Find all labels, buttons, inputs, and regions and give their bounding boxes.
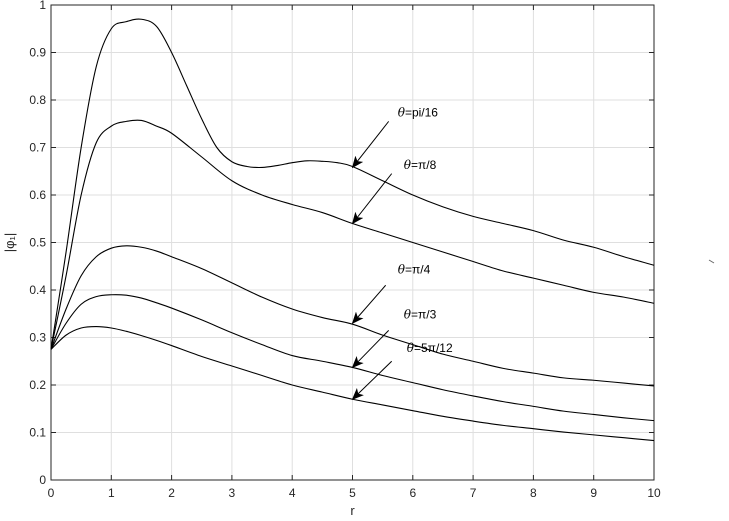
series-line-2 [50,119,655,350]
x-tick-label: 4 [289,486,296,500]
x-tick-label: 9 [590,486,597,500]
annotation-value: =π/4 [405,262,431,276]
annotation-theta: θ [404,158,412,172]
y-tick-label: 0.5 [29,236,46,250]
axes: 0 1 2 3 4 5 6 7 8 9 10 0 0.1 0.2 0.3 0.4 0.5 0.6 0.7 0.8 0.9… [29,0,661,500]
y-tick-label: 0.2 [29,378,46,392]
annotation-arrow [351,330,390,369]
y-tick-label: 0.3 [29,331,46,345]
x-axis-label: r [350,503,355,518]
y-axis-label: |φ₁| [2,233,17,253]
annotation-theta: θ [398,106,406,120]
series-line-3 [50,245,655,387]
annotation-arrow [351,121,390,169]
series-lines [50,18,655,442]
x-tick-label: 8 [530,486,537,500]
annotation-arrow [351,173,393,225]
x-tick-label: 3 [229,486,236,500]
annotation-label: θ=π/8 [404,158,437,172]
annotation-label: θ=pi/16 [398,106,439,120]
y-tick-label: 0.6 [29,188,46,202]
x-tick-label: 7 [470,486,477,500]
series-line-5 [50,326,655,442]
annotation-value: =pi/16 [405,106,438,120]
annotation-value: =π/8 [411,158,437,172]
annotation-label: θ=π/4 [398,262,431,276]
y-tick-label: 0.9 [29,46,46,60]
annotation-label: θ=π/3 [404,308,437,322]
annotation-theta: θ [398,262,406,276]
x-tick-label: 1 [108,486,115,500]
stray-mark [708,259,715,264]
grid-lines [51,5,654,480]
x-tick-label: 2 [168,486,175,500]
x-tick-label: 10 [647,486,661,500]
annotation-value: =5π/12 [414,341,453,355]
x-tick-label: 5 [349,486,356,500]
series-line-4 [50,294,655,422]
annotations: θ=pi/16θ=π/8θ=π/4θ=π/3θ=5π/12 [351,106,453,400]
y-tick-label: 0 [39,473,46,487]
annotation-arrow [351,360,393,400]
y-tick-label: 0.8 [29,93,46,107]
x-tick-label: 6 [409,486,416,500]
plot-frame [50,4,655,481]
y-tick-label: 0.7 [29,141,46,155]
annotation-label: θ=5π/12 [407,341,453,355]
annotation-theta: θ [407,341,415,355]
y-tick-label: 1 [39,0,46,12]
y-tick-label: 0.4 [29,283,46,297]
x-tick-label: 0 [48,486,55,500]
y-tick-label: 0.1 [29,426,46,440]
annotation-theta: θ [404,308,412,322]
annotation-arrow [351,284,387,325]
annotation-value: =π/3 [411,308,437,322]
series-line-1 [50,18,655,350]
